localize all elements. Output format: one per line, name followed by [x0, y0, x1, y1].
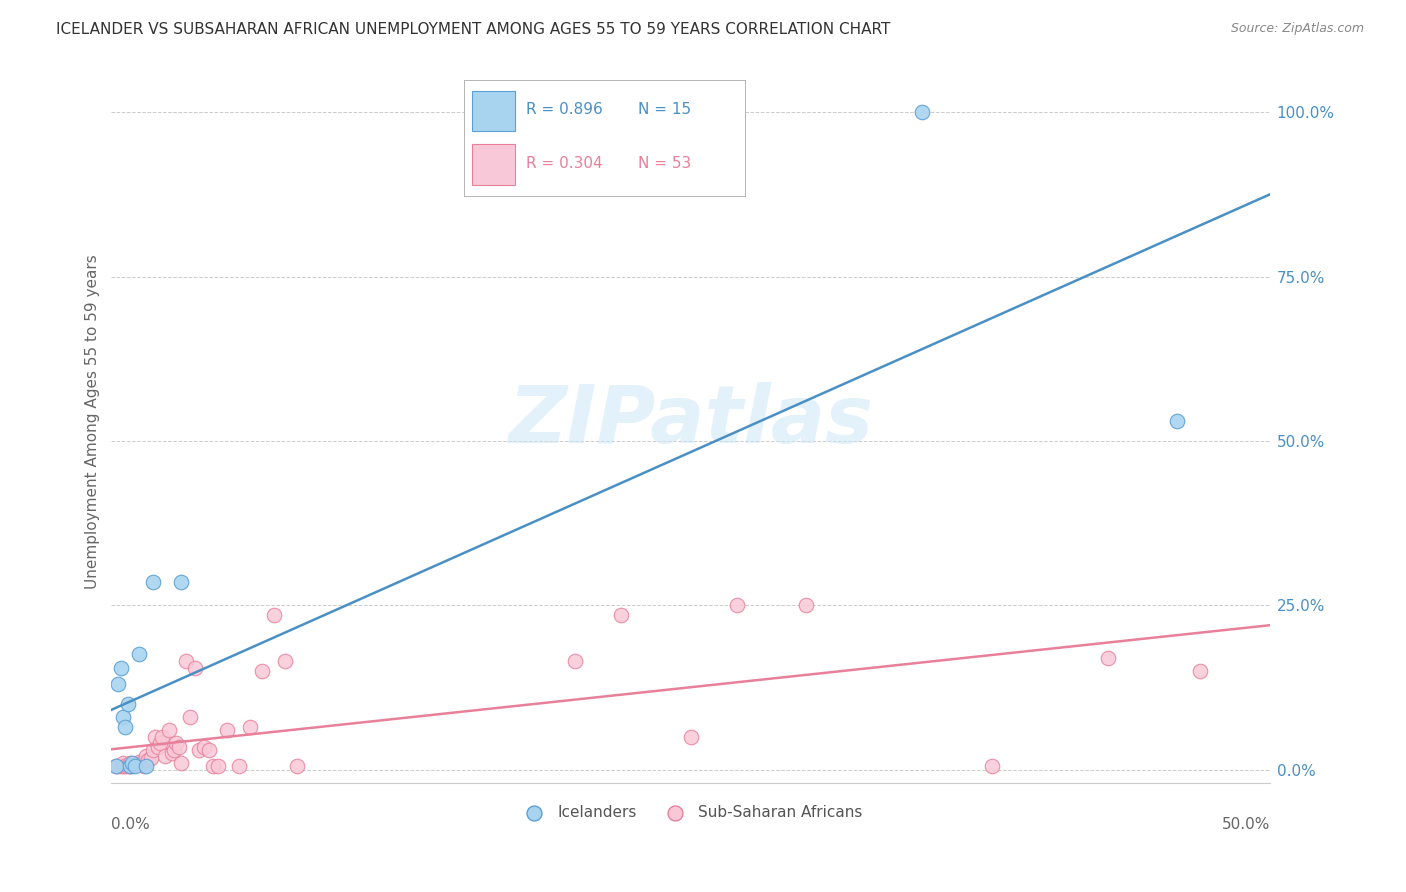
Point	[796, 598, 818, 612]
Point	[121, 759, 143, 773]
Point	[1166, 414, 1188, 428]
Point	[118, 756, 141, 770]
Point	[153, 749, 176, 764]
Text: ZIPatlas: ZIPatlas	[508, 382, 873, 460]
Point	[1097, 650, 1119, 665]
Point	[135, 749, 157, 764]
Point	[107, 759, 129, 773]
Point	[145, 730, 167, 744]
Point	[125, 757, 148, 772]
Point	[131, 756, 153, 770]
Point	[128, 755, 150, 769]
Point	[170, 575, 193, 590]
Point	[139, 750, 162, 764]
Point	[150, 730, 173, 744]
Point	[157, 723, 180, 737]
Point	[149, 736, 172, 750]
Point	[179, 710, 201, 724]
Point	[110, 660, 132, 674]
Text: N = 15: N = 15	[638, 103, 692, 118]
Point	[263, 608, 285, 623]
Point	[193, 739, 215, 754]
Point	[170, 756, 193, 770]
Point	[128, 648, 150, 662]
Point	[285, 759, 308, 773]
Point	[1189, 664, 1212, 678]
Point	[274, 654, 297, 668]
Point	[911, 105, 934, 120]
Text: 0.0%: 0.0%	[111, 817, 150, 832]
Point	[142, 575, 165, 590]
Point	[117, 697, 139, 711]
Point	[564, 654, 586, 668]
Point	[142, 743, 165, 757]
Point	[111, 756, 134, 770]
Text: Source: ZipAtlas.com: Source: ZipAtlas.com	[1230, 22, 1364, 36]
Point	[111, 710, 134, 724]
Point	[121, 756, 143, 770]
Text: ICELANDER VS SUBSAHARAN AFRICAN UNEMPLOYMENT AMONG AGES 55 TO 59 YEARS CORRELATI: ICELANDER VS SUBSAHARAN AFRICAN UNEMPLOY…	[56, 22, 890, 37]
Point	[107, 677, 129, 691]
Point	[124, 759, 146, 773]
Point	[105, 759, 128, 773]
Point	[188, 743, 211, 757]
Point	[217, 723, 239, 737]
Point	[184, 660, 207, 674]
Point	[114, 720, 136, 734]
Point	[679, 730, 702, 744]
Point	[124, 757, 146, 772]
Point	[114, 759, 136, 773]
Text: R = 0.304: R = 0.304	[526, 156, 602, 170]
Point	[250, 664, 273, 678]
Point	[118, 759, 141, 773]
Point	[228, 759, 250, 773]
Point	[174, 654, 197, 668]
Point	[202, 759, 225, 773]
Point	[135, 759, 157, 773]
Point	[138, 753, 160, 767]
Point	[980, 759, 1002, 773]
Point	[110, 759, 132, 773]
Point	[117, 759, 139, 773]
Point	[160, 746, 183, 760]
Text: N = 53: N = 53	[638, 156, 692, 170]
Point	[163, 743, 186, 757]
Point	[118, 759, 141, 773]
Point	[146, 739, 169, 754]
Point	[165, 736, 187, 750]
Legend: Icelanders, Sub-Saharan Africans: Icelanders, Sub-Saharan Africans	[513, 798, 869, 826]
FancyBboxPatch shape	[472, 144, 515, 185]
Point	[105, 759, 128, 773]
Point	[132, 759, 155, 773]
FancyBboxPatch shape	[472, 91, 515, 131]
Point	[167, 739, 190, 754]
Point	[610, 608, 633, 623]
Point	[239, 720, 262, 734]
Point	[197, 743, 219, 757]
Y-axis label: Unemployment Among Ages 55 to 59 years: Unemployment Among Ages 55 to 59 years	[86, 253, 100, 589]
Text: 50.0%: 50.0%	[1222, 817, 1270, 832]
Point	[207, 759, 229, 773]
Point	[111, 759, 134, 773]
Text: R = 0.896: R = 0.896	[526, 103, 603, 118]
Point	[725, 598, 748, 612]
